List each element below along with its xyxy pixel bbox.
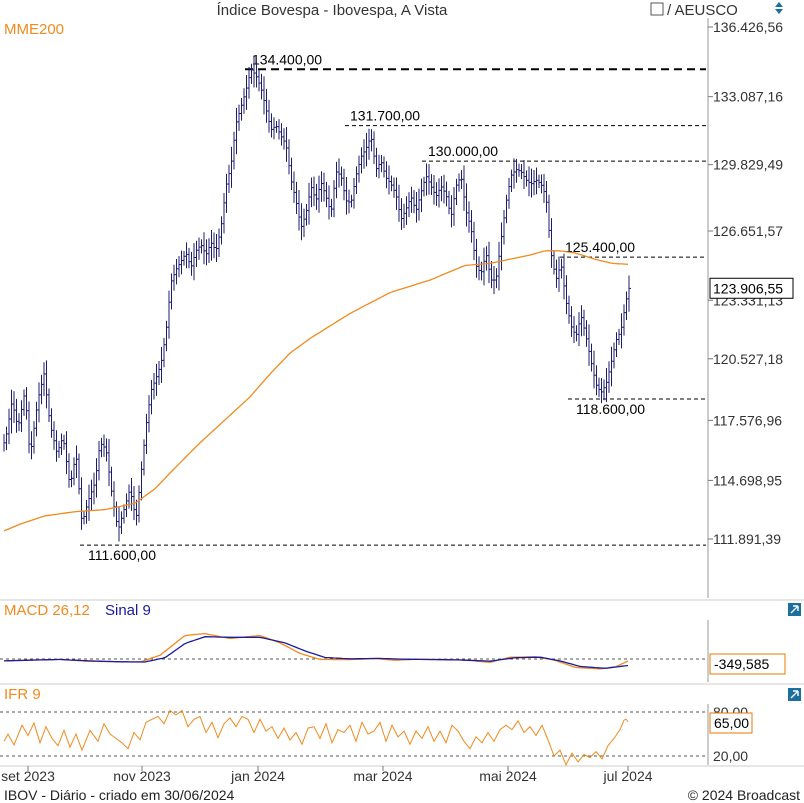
macd-title: MACD 26,12 [4, 602, 90, 619]
x-tick-label: mai 2024 [479, 768, 537, 784]
ma200-line [3, 250, 629, 532]
rsi-title: IFR 9 [4, 686, 41, 703]
footer-left: IBOV - Diário - criado em 30/06/2024 [4, 787, 235, 803]
svg-text:123.906,55: 123.906,55 [713, 280, 783, 296]
y-tick-label: 133.087,16 [713, 89, 783, 105]
y-tick-label: 126.651,57 [713, 223, 783, 239]
level-label: 118.600,00 [576, 401, 645, 417]
rsi-value-box: 65,00 [709, 712, 753, 734]
macd-line [4, 632, 629, 670]
level-label: 125.400,00 [565, 239, 635, 255]
macd-value-box: -349,585 [709, 653, 786, 675]
rsi-level-20-label: 20,00 [713, 748, 748, 764]
level-label: 130.000,00 [428, 143, 498, 159]
updown-arrows-icon[interactable] [775, 2, 783, 14]
x-tick-label: jul 2024 [602, 768, 652, 784]
ma-legend-label: MME200 [4, 21, 64, 38]
y-tick-label: 129.829,49 [713, 157, 783, 173]
checkbox-icon[interactable] [650, 2, 664, 16]
x-tick-label: nov 2023 [113, 768, 171, 784]
y-tick-label: 117.576,96 [713, 412, 782, 428]
panel-collapse-icon[interactable] [788, 603, 801, 616]
panel-collapse-icon[interactable] [788, 688, 801, 701]
x-tick-label: mar 2024 [353, 768, 412, 784]
svg-text:-349,585: -349,585 [714, 656, 769, 672]
macd-signal-title: Sinal 9 [105, 602, 151, 619]
rsi-line [3, 709, 629, 766]
level-label: 134.400,00 [252, 51, 322, 67]
signal-line [3, 636, 629, 669]
y-tick-label: 136.426,56 [713, 19, 783, 35]
svg-text:65,00: 65,00 [714, 715, 749, 731]
level-label: 131.700,00 [350, 108, 420, 124]
level-label: 111.600,00 [88, 547, 156, 563]
y-tick-label: 120.527,18 [713, 351, 783, 367]
y-tick-label: 114.698,95 [713, 472, 782, 488]
footer-right: © 2024 Broadcast [688, 787, 800, 803]
chart-title: Índice Bovespa - Ibovespa, A Vista [217, 2, 448, 19]
x-tick-label: set 2023 [1, 768, 55, 784]
x-tick-label: jan 2024 [230, 768, 285, 784]
y-tick-label: 111.891,39 [713, 531, 781, 547]
ticker-label[interactable]: / AEUSCO [667, 2, 738, 19]
last-price-box: 123.906,55 [709, 277, 794, 299]
